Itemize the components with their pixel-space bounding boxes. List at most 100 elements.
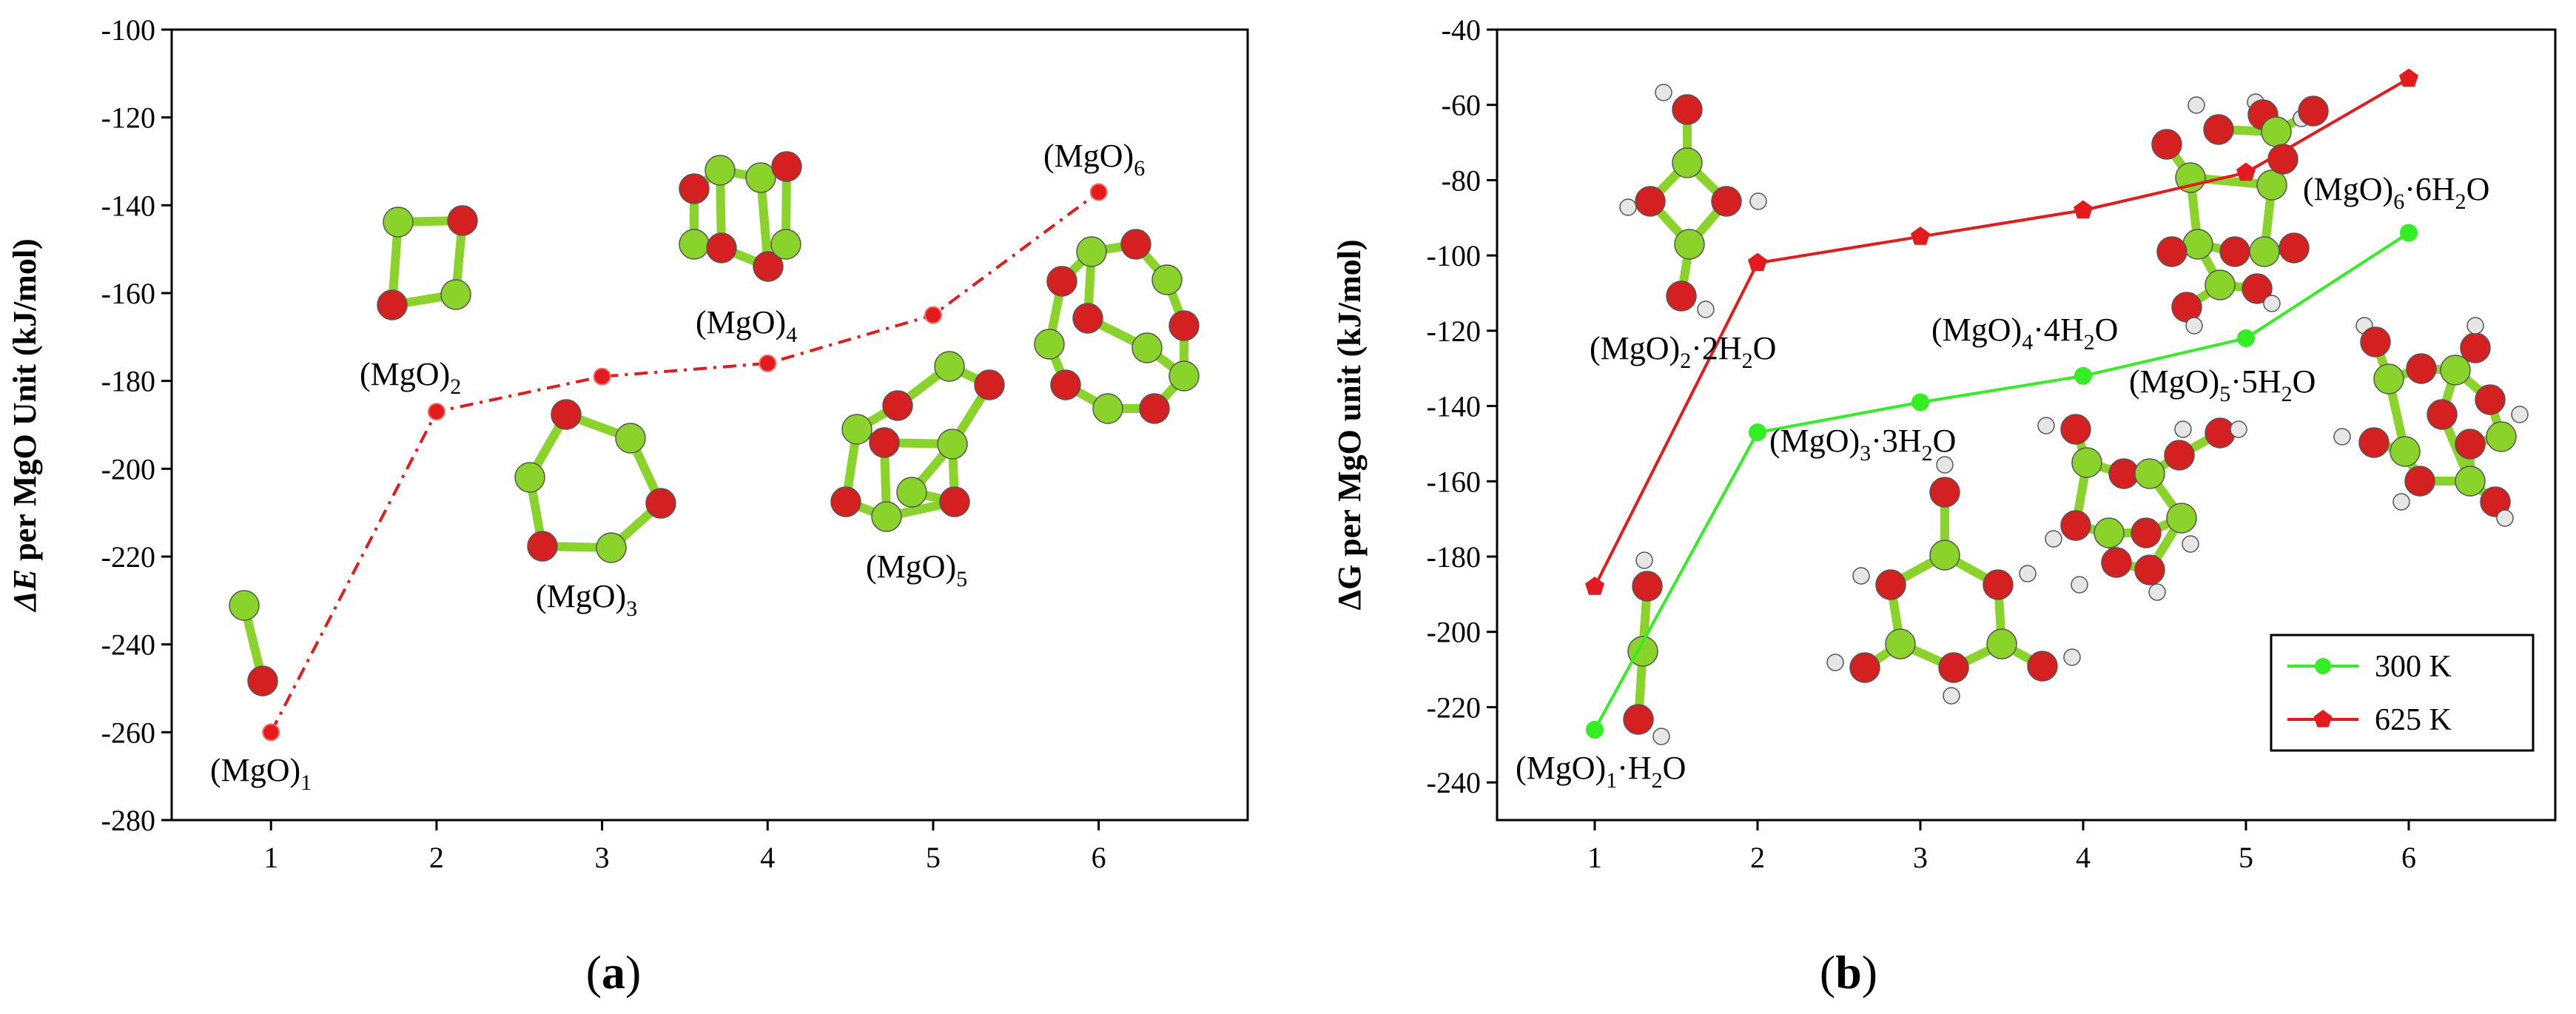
x-tick-label: 3 (1913, 841, 1928, 874)
y-tick-label: -180 (1427, 540, 1481, 574)
atom (2045, 530, 2062, 548)
y-tick-label: -140 (1427, 390, 1481, 423)
atom (2131, 517, 2162, 548)
atom (2060, 414, 2091, 445)
atom (2063, 648, 2081, 666)
atom (2333, 428, 2351, 446)
cluster-label: (MgO)1·H2O (1516, 750, 1686, 793)
atom (1139, 393, 1170, 424)
y-tick-label: -220 (1427, 691, 1481, 724)
atom (1849, 652, 1880, 683)
data-point (2236, 162, 2256, 181)
atom (2360, 326, 2391, 357)
panel-b: 1 2 3 4 5 6 -240 -220 -200 -180 -160 -140 -120 -100 -8… (1331, 13, 2557, 998)
y-tick-label: -60 (1442, 89, 1481, 122)
y-tick-label: -120 (1427, 315, 1481, 348)
x-tick-label: 4 (2076, 841, 2091, 874)
y-tick-label: -200 (101, 452, 155, 486)
y-tick-label: -200 (1427, 616, 1481, 649)
atom (2390, 436, 2421, 467)
y-axis-label: ΔG per MgO unit (kJ/mol) (1331, 240, 1368, 611)
data-point (427, 403, 445, 421)
x-tick-label: 6 (2401, 841, 2416, 874)
atom (974, 369, 1005, 400)
atom (1635, 551, 1653, 569)
atom (2466, 317, 2484, 335)
data-point (2074, 200, 2093, 219)
atom (1168, 310, 1200, 341)
atom (2486, 421, 2517, 452)
atom (2205, 417, 2236, 449)
series-line (1593, 231, 2410, 731)
atom (2205, 269, 2236, 300)
atom (841, 414, 872, 445)
atom (229, 590, 260, 621)
mgo5-structure (830, 351, 1005, 532)
atom (1635, 186, 1666, 217)
y-tick-label: -140 (101, 189, 155, 222)
atom (1929, 540, 1960, 571)
atom (1885, 628, 1916, 659)
y-tick-label: -240 (101, 628, 155, 662)
data-point (2074, 366, 2092, 385)
mgo1-structure (229, 590, 278, 696)
atom (2475, 384, 2506, 415)
atom (2134, 554, 2165, 585)
atom (2156, 236, 2187, 267)
atom (2392, 493, 2410, 511)
atom (745, 162, 776, 193)
atom (1749, 192, 1767, 210)
atom (1652, 728, 1670, 745)
y-tick-label: -160 (101, 277, 155, 310)
y-tick-label: -180 (101, 365, 155, 398)
mgo1-h2o-structure (1623, 551, 1670, 745)
cluster-label: (MgO)6·6H2O (2303, 171, 2489, 214)
x-tick-label: 6 (1092, 841, 1106, 874)
cluster-label: (MgO)6 (1043, 138, 1145, 181)
atom (2256, 169, 2287, 201)
atom (551, 399, 582, 430)
x-tick-label: 4 (760, 841, 775, 874)
cluster-label: (MgO)5 (866, 548, 967, 591)
atom (527, 531, 558, 562)
atom (1168, 360, 1200, 392)
data-point (593, 367, 611, 386)
atom (596, 532, 627, 563)
atom (2427, 399, 2458, 430)
atom (679, 173, 710, 204)
data-point (2237, 329, 2255, 348)
atom (2148, 583, 2166, 601)
atom (2455, 466, 2486, 497)
legend: 300 K 625 K (2270, 634, 2535, 752)
x-tick-label: 5 (926, 841, 941, 874)
atom (934, 351, 965, 382)
y-tick-label: -240 (1427, 766, 1481, 799)
atom (2496, 509, 2514, 527)
atom (2174, 420, 2192, 438)
y-tick-label: -160 (1427, 465, 1481, 498)
atom (2460, 332, 2491, 363)
panel-caption: (a) (586, 946, 642, 998)
atom (447, 205, 478, 236)
legend-marker (2315, 658, 2331, 674)
atom (2511, 406, 2529, 423)
panel-caption: (b) (1820, 946, 1877, 998)
atom (706, 232, 737, 263)
mgo6-h2o-structure (2333, 317, 2529, 527)
cluster-label: (MgO)5·5H2O (2129, 363, 2316, 406)
y-tick-label: -280 (101, 804, 155, 837)
atom (1711, 186, 1742, 217)
atom (645, 488, 676, 519)
atom (871, 501, 902, 532)
atom (1983, 569, 2014, 600)
cluster-label: (MgO)1 (210, 752, 312, 795)
atom (1938, 652, 1969, 683)
atom (2134, 458, 2165, 489)
atom (1627, 636, 1658, 667)
atom (869, 427, 900, 458)
x-tick-label: 1 (1587, 841, 1602, 874)
x-tick-label: 3 (595, 841, 610, 874)
y-tick-label: -100 (101, 13, 155, 47)
series-line (269, 190, 1100, 733)
